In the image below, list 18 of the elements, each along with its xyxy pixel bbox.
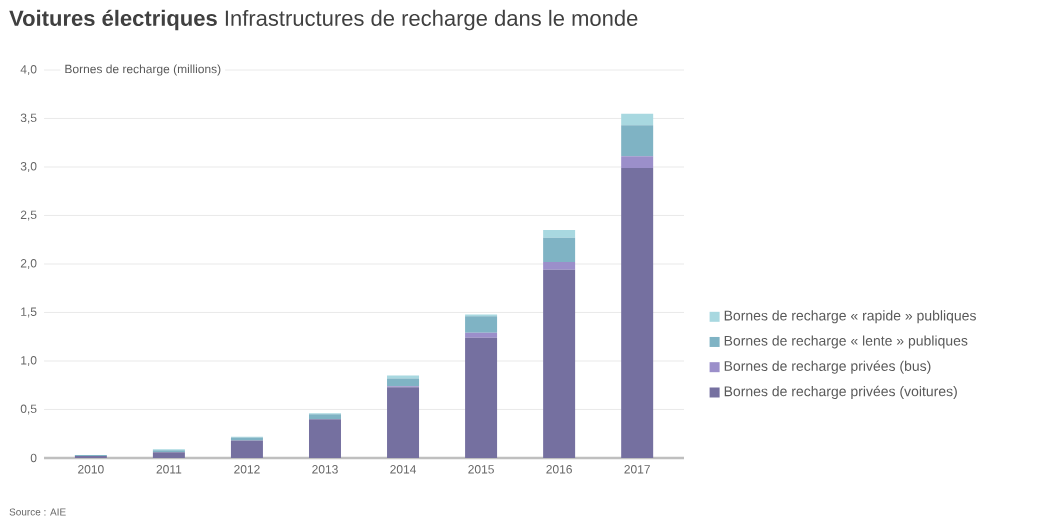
bar bbox=[543, 261, 576, 270]
bar bbox=[465, 332, 498, 338]
bar bbox=[308, 419, 341, 458]
bar bbox=[465, 337, 498, 458]
bar bbox=[543, 229, 576, 238]
bar bbox=[543, 269, 576, 458]
bar bbox=[230, 440, 263, 458]
bar bbox=[152, 452, 185, 458]
bar bbox=[387, 387, 420, 458]
bar bbox=[621, 156, 654, 168]
bar bbox=[387, 378, 420, 387]
bar bbox=[308, 414, 341, 420]
bar bbox=[543, 237, 576, 262]
bar bbox=[465, 316, 498, 333]
chart-title: Voitures électriques Infrastructures de recharge dans le monde bbox=[9, 9, 638, 31]
bar bbox=[621, 125, 654, 157]
bar bbox=[621, 113, 654, 126]
bar bbox=[621, 167, 654, 458]
